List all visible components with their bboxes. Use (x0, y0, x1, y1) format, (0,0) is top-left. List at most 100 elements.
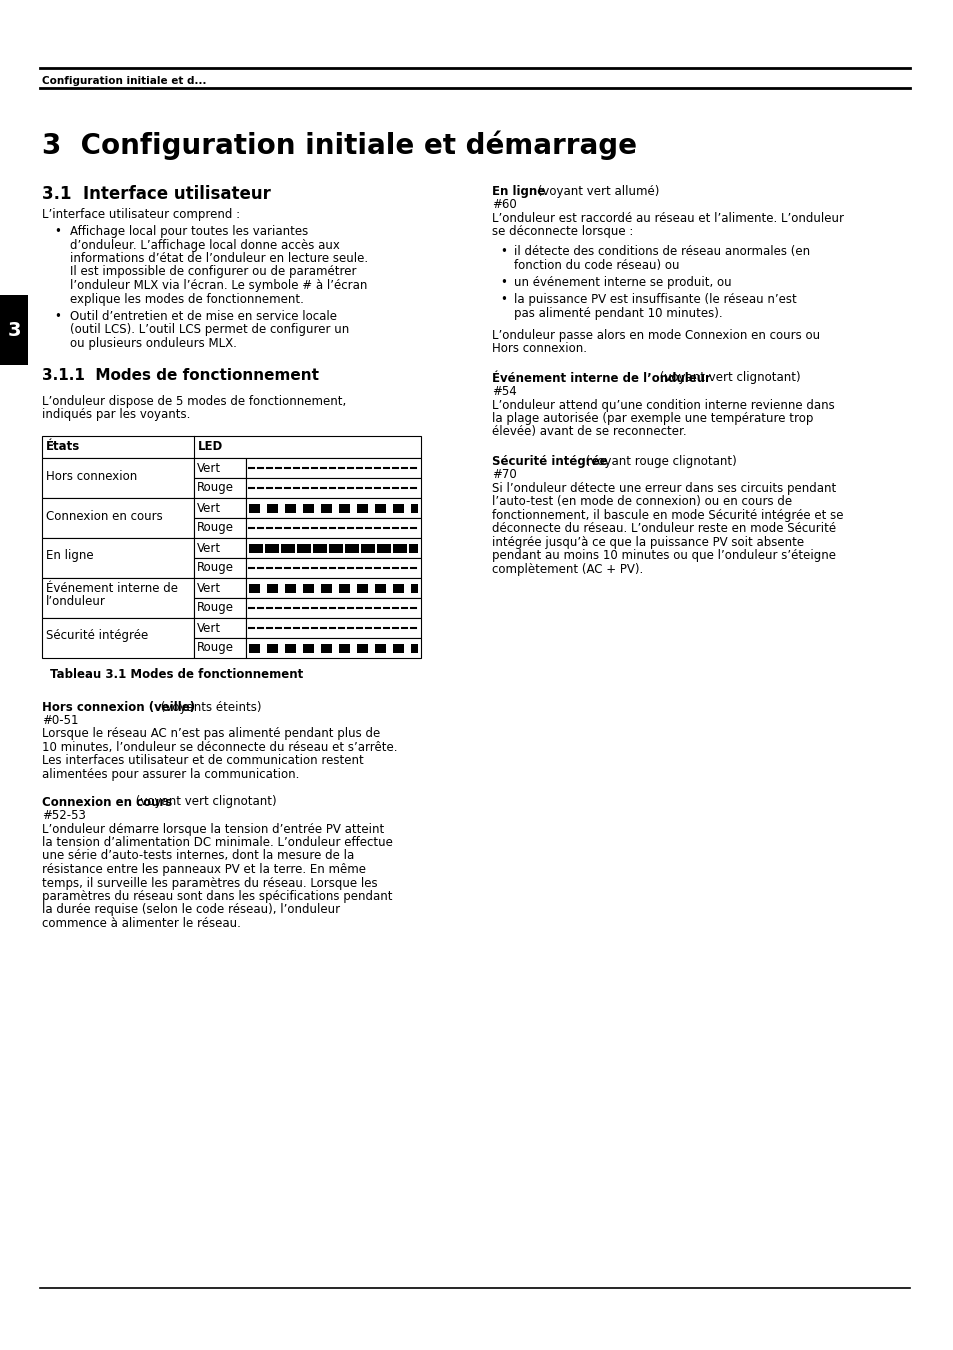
Text: Hors connexion.: Hors connexion. (492, 342, 586, 355)
Text: •: • (499, 244, 506, 258)
Bar (193, 578, 246, 598)
Text: Vert: Vert (196, 541, 221, 555)
Text: Rouge: Rouge (196, 521, 233, 535)
Text: temps, il surveille les paramètres du réseau. Lorsque les: temps, il surveille les paramètres du ré… (42, 876, 377, 890)
Text: ou plusieurs onduleurs MLX.: ou plusieurs onduleurs MLX. (70, 338, 236, 350)
Bar (193, 598, 246, 617)
Text: 3.1  Interface utilisateur: 3.1 Interface utilisateur (42, 185, 271, 202)
Text: Sécurité intégrée: Sécurité intégrée (46, 629, 148, 643)
Text: une série d’auto-tests internes, dont la mesure de la: une série d’auto-tests internes, dont la… (42, 849, 354, 863)
Text: Les interfaces utilisateur et de communication restent: Les interfaces utilisateur et de communi… (42, 755, 363, 768)
Text: explique les modes de fonctionnement.: explique les modes de fonctionnement. (70, 293, 304, 305)
Bar (411, 583, 417, 593)
Bar (42, 436, 420, 458)
Text: Rouge: Rouge (196, 562, 233, 575)
Text: LED: LED (198, 440, 223, 454)
Text: (voyant vert allumé): (voyant vert allumé) (534, 185, 659, 198)
Text: l’auto-test (en mode de connexion) ou en cours de: l’auto-test (en mode de connexion) ou en… (492, 495, 791, 509)
Text: commence à alimenter le réseau.: commence à alimenter le réseau. (42, 917, 240, 930)
Text: Hors connexion: Hors connexion (46, 470, 137, 482)
Text: Hors connexion (veille): Hors connexion (veille) (42, 701, 195, 714)
Text: •: • (499, 275, 506, 289)
Text: (voyant vert clignotant): (voyant vert clignotant) (132, 795, 276, 809)
Text: #60: #60 (492, 198, 517, 212)
Bar (0, 296, 28, 364)
Bar (193, 478, 246, 498)
Text: (outil LCS). L’outil LCS permet de configurer un: (outil LCS). L’outil LCS permet de confi… (70, 324, 349, 336)
Bar (285, 504, 295, 513)
Bar (303, 583, 314, 593)
Text: 3.1.1  Modes de fonctionnement: 3.1.1 Modes de fonctionnement (42, 369, 318, 383)
Bar (193, 558, 246, 578)
Bar (267, 644, 277, 652)
Bar (320, 504, 332, 513)
Bar (320, 644, 332, 652)
Bar (393, 504, 403, 513)
Text: L’onduleur est raccordé au réseau et l’alimente. L’onduleur: L’onduleur est raccordé au réseau et l’a… (492, 212, 843, 225)
Text: En ligne: En ligne (46, 549, 93, 563)
Text: informations d’état de l’onduleur en lecture seule.: informations d’état de l’onduleur en lec… (70, 252, 368, 265)
Text: Rouge: Rouge (196, 482, 233, 494)
Text: Sécurité intégrée: Sécurité intégrée (492, 455, 607, 468)
Bar (249, 544, 263, 552)
Bar (246, 537, 420, 558)
Bar (267, 583, 277, 593)
Bar (411, 504, 417, 513)
Bar (42, 617, 193, 657)
Bar (246, 637, 420, 657)
Bar (193, 637, 246, 657)
Text: déconnecte du réseau. L’onduleur reste en mode Sécurité: déconnecte du réseau. L’onduleur reste e… (492, 522, 835, 536)
Bar (329, 544, 343, 552)
Text: #54: #54 (492, 385, 517, 398)
Bar (42, 458, 193, 498)
Bar (246, 517, 420, 537)
Bar (303, 504, 314, 513)
Text: #70: #70 (492, 468, 517, 482)
Text: 3: 3 (8, 320, 21, 339)
Bar (375, 644, 386, 652)
Text: l’onduleur: l’onduleur (46, 595, 106, 608)
Bar (246, 578, 420, 598)
Bar (285, 583, 295, 593)
Bar (267, 504, 277, 513)
Text: il détecte des conditions de réseau anormales (en: il détecte des conditions de réseau anor… (514, 244, 809, 258)
Bar (246, 617, 420, 637)
Text: (voyants éteints): (voyants éteints) (157, 701, 261, 714)
Text: Tableau 3.1 Modes de fonctionnement: Tableau 3.1 Modes de fonctionnement (50, 667, 303, 680)
Text: En ligne: En ligne (492, 185, 545, 198)
Bar (338, 644, 350, 652)
Text: Configuration initiale et d...: Configuration initiale et d... (42, 76, 206, 86)
Bar (42, 498, 193, 537)
Text: #52-53: #52-53 (42, 809, 86, 822)
Bar (281, 544, 294, 552)
Text: un événement interne se produit, ou: un événement interne se produit, ou (514, 275, 731, 289)
Bar (296, 544, 311, 552)
Bar (338, 504, 350, 513)
Text: Vert: Vert (196, 501, 221, 514)
Text: L’onduleur attend qu’une condition interne revienne dans: L’onduleur attend qu’une condition inter… (492, 398, 834, 412)
Text: Rouge: Rouge (196, 641, 233, 655)
Bar (360, 544, 375, 552)
Text: Vert: Vert (196, 621, 221, 634)
Text: •: • (499, 293, 506, 306)
Bar (42, 537, 193, 578)
Bar (356, 644, 368, 652)
Text: fonction du code réseau) ou: fonction du code réseau) ou (514, 258, 679, 271)
Text: la tension d’alimentation DC minimale. L’onduleur effectue: la tension d’alimentation DC minimale. L… (42, 836, 393, 849)
Text: fonctionnement, il bascule en mode Sécurité intégrée et se: fonctionnement, il bascule en mode Sécur… (492, 509, 842, 522)
Text: Rouge: Rouge (196, 602, 233, 614)
Bar (393, 544, 407, 552)
Bar (285, 644, 295, 652)
Bar (246, 458, 420, 478)
Bar (411, 644, 417, 652)
Text: Lorsque le réseau AC n’est pas alimenté pendant plus de: Lorsque le réseau AC n’est pas alimenté … (42, 728, 380, 741)
Text: paramètres du réseau sont dans les spécifications pendant: paramètres du réseau sont dans les spéci… (42, 890, 392, 903)
Text: la durée requise (selon le code réseau), l’onduleur: la durée requise (selon le code réseau),… (42, 903, 340, 917)
Text: Connexion en cours: Connexion en cours (46, 509, 163, 522)
Text: Il est impossible de configurer ou de paramétrer: Il est impossible de configurer ou de pa… (70, 266, 356, 278)
Bar (265, 544, 278, 552)
Bar (356, 583, 368, 593)
Text: l’onduleur MLX via l’écran. Le symbole # à l’écran: l’onduleur MLX via l’écran. Le symbole #… (70, 279, 367, 292)
Bar (246, 598, 420, 617)
Text: #0-51: #0-51 (42, 714, 78, 728)
